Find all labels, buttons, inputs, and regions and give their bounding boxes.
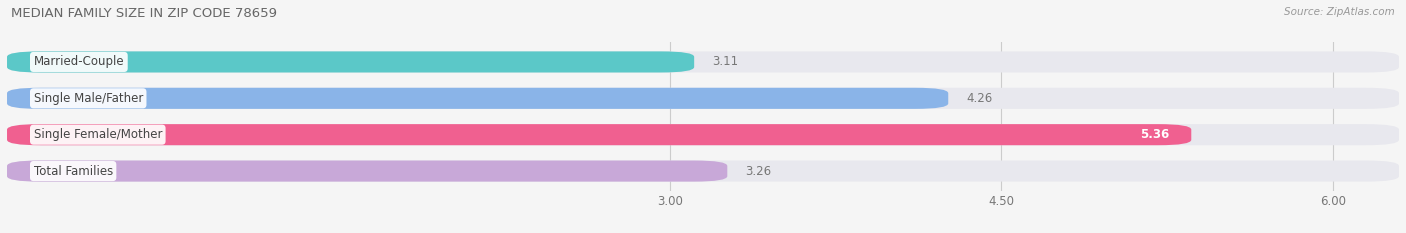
Text: 3.26: 3.26 (745, 164, 770, 178)
Text: Single Female/Mother: Single Female/Mother (34, 128, 162, 141)
FancyBboxPatch shape (7, 88, 948, 109)
Text: Total Families: Total Families (34, 164, 112, 178)
Text: 3.11: 3.11 (711, 55, 738, 69)
FancyBboxPatch shape (7, 161, 727, 182)
FancyBboxPatch shape (7, 51, 1399, 72)
FancyBboxPatch shape (7, 124, 1399, 145)
FancyBboxPatch shape (7, 51, 695, 72)
Text: Single Male/Father: Single Male/Father (34, 92, 143, 105)
FancyBboxPatch shape (7, 161, 1399, 182)
Text: Source: ZipAtlas.com: Source: ZipAtlas.com (1284, 7, 1395, 17)
FancyBboxPatch shape (7, 124, 1191, 145)
Text: MEDIAN FAMILY SIZE IN ZIP CODE 78659: MEDIAN FAMILY SIZE IN ZIP CODE 78659 (11, 7, 277, 20)
FancyBboxPatch shape (7, 88, 1399, 109)
Text: 4.26: 4.26 (966, 92, 993, 105)
Text: 5.36: 5.36 (1140, 128, 1170, 141)
Text: Married-Couple: Married-Couple (34, 55, 124, 69)
